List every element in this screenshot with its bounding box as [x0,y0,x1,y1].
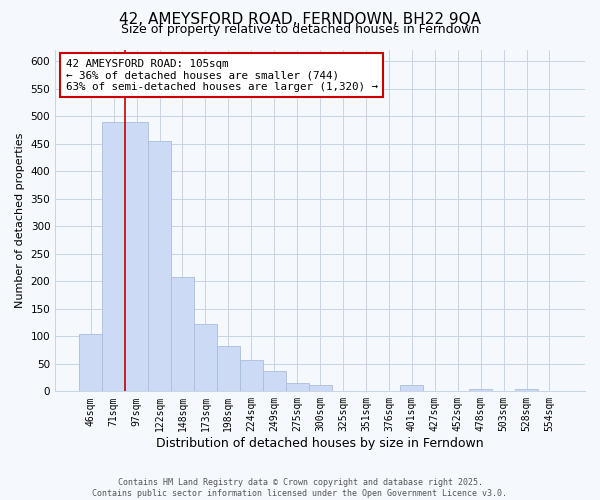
X-axis label: Distribution of detached houses by size in Ferndown: Distribution of detached houses by size … [156,437,484,450]
Bar [102,122,125,392]
Bar [240,360,263,392]
Bar [148,141,171,392]
Bar [79,334,102,392]
Bar [400,384,423,392]
Y-axis label: Number of detached properties: Number of detached properties [15,133,25,308]
Bar [469,388,492,392]
Bar [125,122,148,392]
Bar [217,346,240,392]
Bar [194,324,217,392]
Text: Contains HM Land Registry data © Crown copyright and database right 2025.
Contai: Contains HM Land Registry data © Crown c… [92,478,508,498]
Text: 42 AMEYSFORD ROAD: 105sqm
← 36% of detached houses are smaller (744)
63% of semi: 42 AMEYSFORD ROAD: 105sqm ← 36% of detac… [66,58,378,92]
Bar [308,386,332,392]
Bar [286,383,308,392]
Text: Size of property relative to detached houses in Ferndown: Size of property relative to detached ho… [121,22,479,36]
Bar [515,388,538,392]
Bar [171,278,194,392]
Text: 42, AMEYSFORD ROAD, FERNDOWN, BH22 9QA: 42, AMEYSFORD ROAD, FERNDOWN, BH22 9QA [119,12,481,28]
Bar [263,371,286,392]
